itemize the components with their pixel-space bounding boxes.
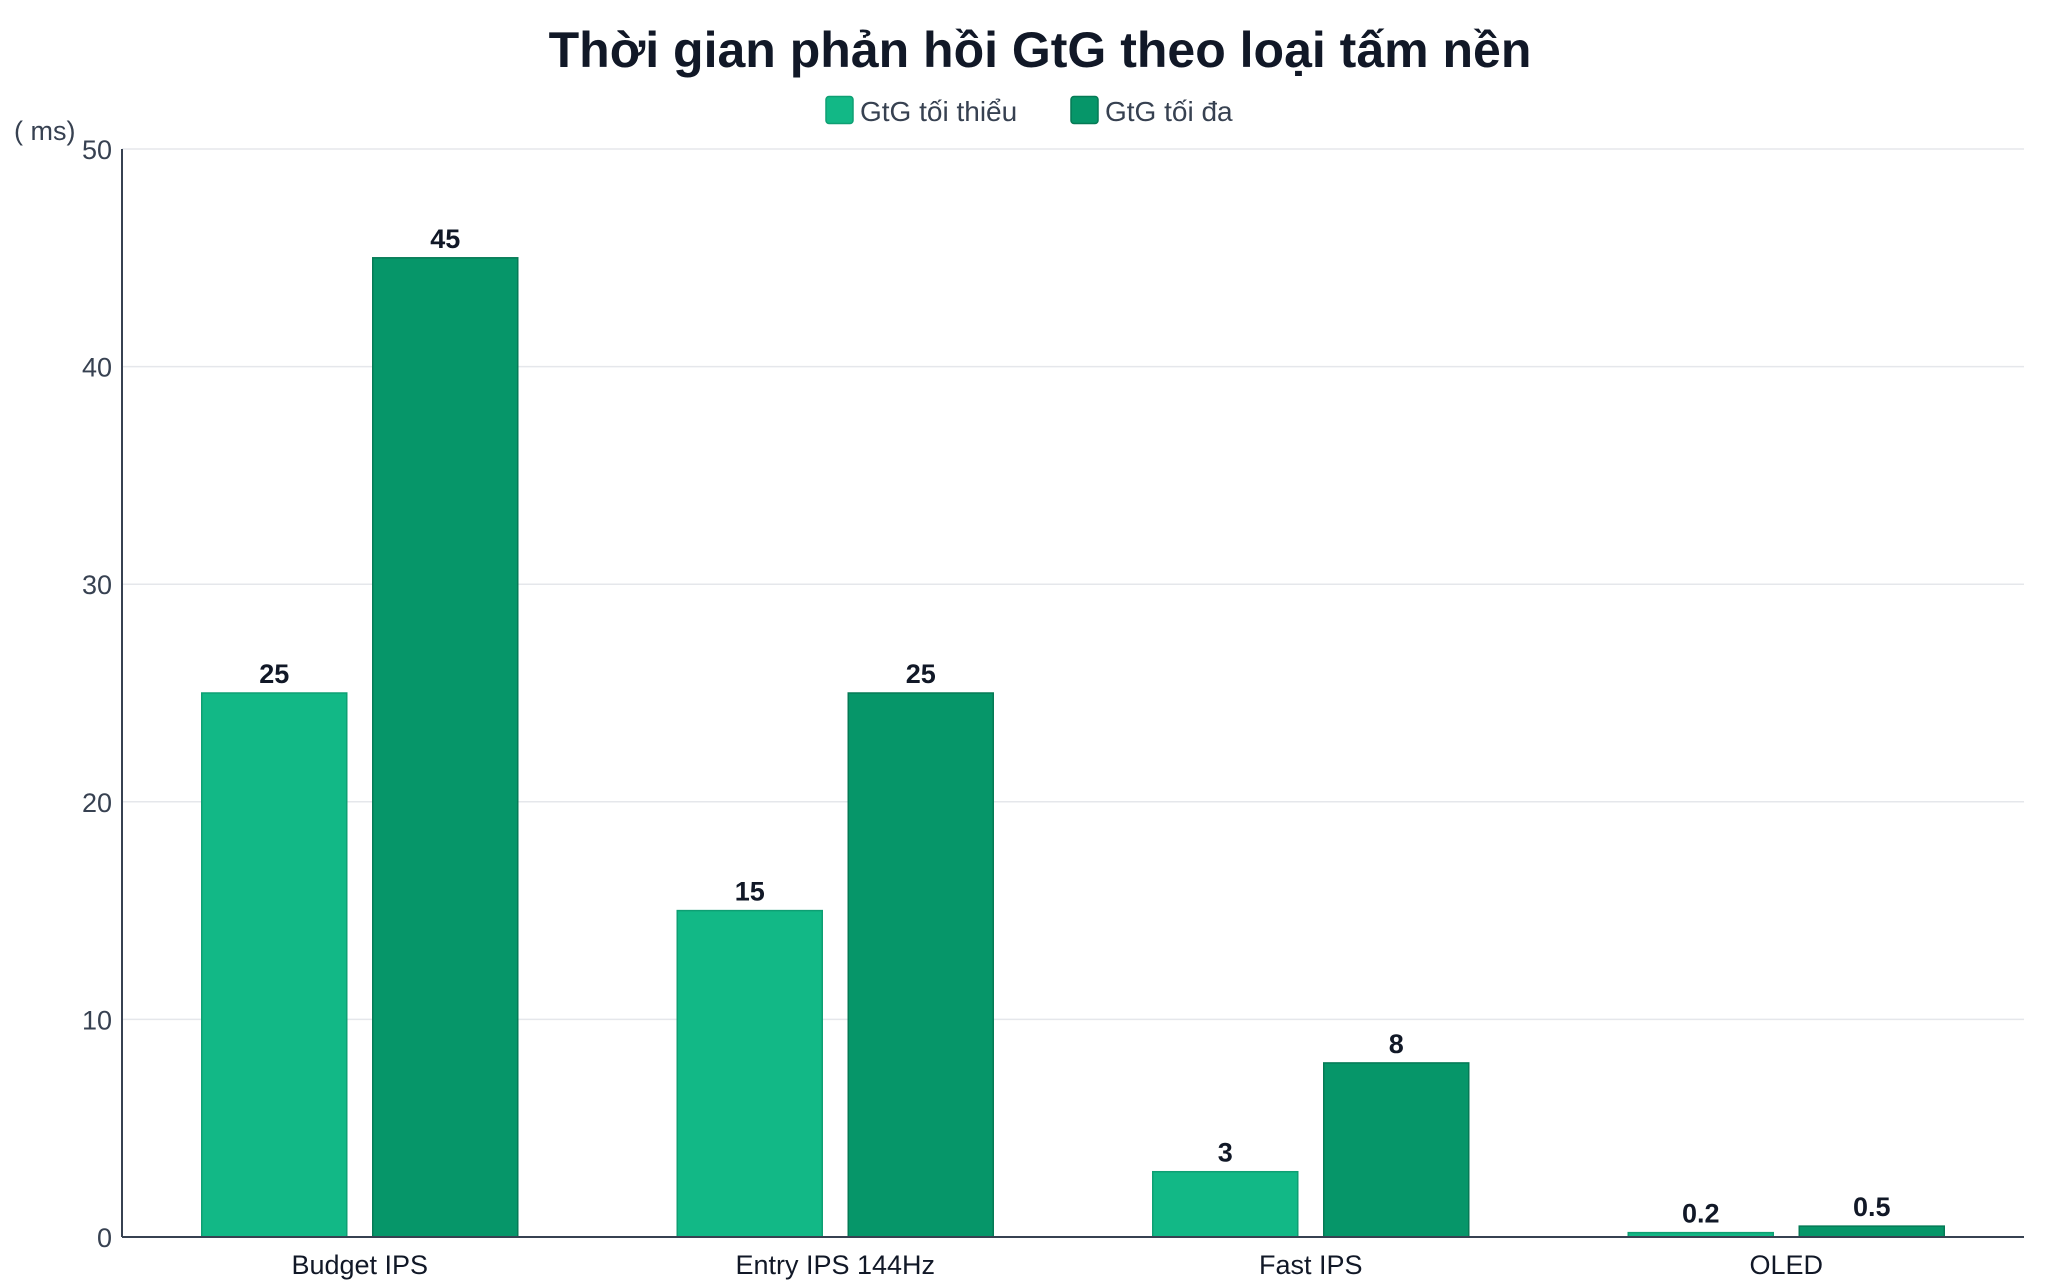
bars [201, 257, 1945, 1238]
legend-swatch [1070, 95, 1099, 125]
value-label: 25 [259, 659, 289, 689]
x-tick-label: OLED [1749, 1250, 1823, 1280]
y-tick-label: 50 [82, 135, 112, 165]
axes [121, 149, 2024, 1238]
value-label: 3 [1218, 1138, 1233, 1168]
value-labels: 25 45 15 25 3 8 0.2 0.5 [259, 224, 1890, 1229]
bar-min-2 [1152, 1170, 1299, 1238]
y-tick-label: 0 [97, 1223, 112, 1253]
legend-swatch [825, 95, 854, 125]
bar-min-0 [201, 692, 348, 1238]
legend-label: GtG tối đa [1105, 96, 1233, 127]
value-label: 0.2 [1682, 1199, 1720, 1229]
bar-max-1 [847, 692, 994, 1238]
legend-label: GtG tối thiểu [860, 96, 1017, 127]
value-label: 8 [1389, 1029, 1404, 1059]
bar-min-1 [676, 909, 823, 1238]
x-tick-label: Fast IPS [1259, 1250, 1363, 1280]
y-tick-label: 40 [82, 353, 112, 383]
legend: GtG tối thiểu GtG tối đa [825, 95, 1233, 127]
bar-max-2 [1323, 1062, 1470, 1238]
bar-max-0 [372, 257, 519, 1238]
y-tick-label: 10 [82, 1005, 112, 1035]
y-axis-unit-label: ( ms) [14, 116, 75, 146]
bar-max-3 [1798, 1225, 1945, 1238]
value-label: 15 [735, 877, 765, 907]
chart-title: Thời gian phản hồi GtG theo loại tấm nền [549, 22, 1532, 78]
x-tick-label: Entry IPS 144Hz [735, 1250, 935, 1280]
x-tick-label: Budget IPS [291, 1250, 428, 1280]
y-tick-label: 30 [82, 570, 112, 600]
x-tick-labels: Budget IPS Entry IPS 144Hz Fast IPS OLED [291, 1250, 1823, 1280]
value-label: 0.5 [1853, 1192, 1891, 1222]
y-tick-labels: 0 10 20 30 40 50 [82, 135, 112, 1253]
value-label: 45 [430, 224, 460, 254]
value-label: 25 [906, 659, 936, 689]
y-tick-label: 20 [82, 788, 112, 818]
